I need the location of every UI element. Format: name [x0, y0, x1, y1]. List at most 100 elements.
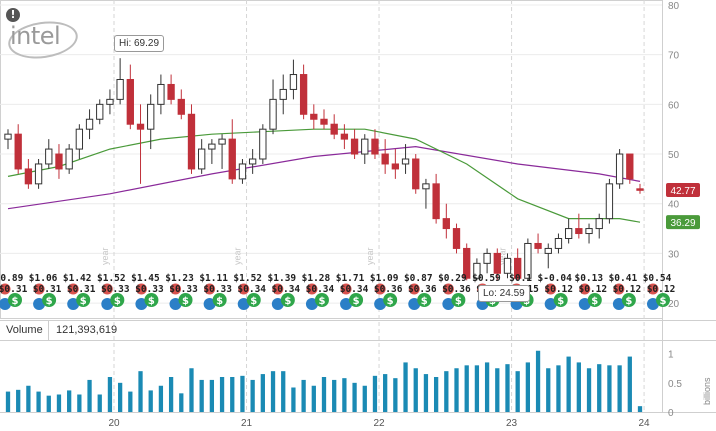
- eps-actual-label: $1.06: [29, 273, 58, 284]
- eps-estimate-label: $0.12: [578, 284, 607, 295]
- year-marker-label: year: [498, 247, 508, 265]
- dividend-glyph: $: [557, 296, 564, 307]
- candle-body: [177, 98, 185, 115]
- dividend-glyph: $: [387, 296, 394, 307]
- x-tick-label: 20: [108, 418, 120, 429]
- eps-estimate-label: $0.12: [544, 284, 573, 295]
- earnings-icon: [442, 283, 454, 295]
- eps-actual-label: $1.28: [302, 273, 331, 284]
- dividend-icon: [417, 293, 432, 307]
- volume-bar: [117, 382, 123, 412]
- volume-bar: [5, 391, 11, 412]
- warning-icon[interactable]: !: [6, 8, 20, 22]
- y-tick-label: 70: [668, 51, 680, 62]
- candle-body: [289, 74, 298, 90]
- eps-estimate-label: $0.31: [67, 284, 96, 295]
- y-tick-label: 50: [668, 150, 680, 161]
- split-icon: [237, 298, 250, 310]
- eps-estimate-label: $0.33: [135, 284, 164, 295]
- eps-estimate-label: $0.36: [374, 284, 403, 295]
- dividend-icon: [110, 293, 125, 307]
- volume-bar: [556, 365, 561, 412]
- volume-bar: [362, 385, 367, 412]
- volume-bar: [617, 365, 622, 412]
- volume-bar: [128, 391, 133, 412]
- volume-bar: [148, 390, 153, 412]
- eps-actual-label: $1.45: [131, 273, 160, 284]
- eps-actual-label: $1.11: [199, 273, 228, 284]
- dividend-icon: [280, 293, 295, 307]
- volume-bar: [260, 374, 265, 412]
- dividend-icon: [212, 293, 227, 307]
- eps-estimate-label: $0.34: [340, 284, 369, 295]
- dividend-icon: [144, 293, 159, 307]
- dividend-glyph: $: [182, 296, 189, 307]
- x-tick-label: 21: [241, 418, 253, 429]
- y-tick-label: 40: [668, 200, 680, 211]
- dividend-glyph: $: [455, 296, 462, 307]
- volume-bar: [107, 377, 113, 412]
- volume-bar: [36, 391, 41, 412]
- candle-body: [636, 188, 644, 191]
- volume-bar: [67, 390, 72, 412]
- candle-body: [452, 228, 461, 249]
- volume-bar: [158, 385, 164, 412]
- last-price-tag: [666, 182, 700, 197]
- candle-body: [381, 153, 389, 165]
- candle-body: [554, 238, 563, 249]
- split-icon: [33, 298, 46, 310]
- dividend-icon: [246, 293, 261, 307]
- eps-estimate-label: $0.36: [408, 284, 437, 295]
- earnings-icon: [647, 283, 659, 295]
- split-icon: [647, 298, 659, 310]
- dividend-glyph: $: [46, 296, 53, 307]
- earnings-icon: [374, 283, 386, 295]
- earnings-icon: [67, 283, 79, 295]
- dividend-glyph: $: [148, 296, 155, 307]
- candle-body: [350, 138, 359, 155]
- candle-body: [320, 118, 328, 125]
- candle-body: [279, 88, 287, 100]
- candle-body: [75, 128, 84, 150]
- last-price-label: 42.77: [670, 186, 695, 197]
- volume-bar: [597, 364, 602, 412]
- split-icon: [612, 298, 625, 310]
- sma-last-tag: [666, 215, 700, 230]
- eps-actual-label: $1.71: [336, 273, 365, 284]
- candle-body: [626, 153, 634, 180]
- volume-bar: [281, 371, 286, 412]
- eps-estimate-label: $0.33: [169, 284, 198, 295]
- year-marker-label: year: [233, 247, 243, 265]
- volume-bar: [484, 362, 490, 412]
- earnings-icon: [545, 283, 557, 295]
- volume-bar: [168, 377, 174, 412]
- volume-bar: [230, 377, 235, 412]
- dividend-glyph: $: [591, 296, 598, 307]
- dividend-glyph: $: [660, 296, 667, 307]
- volume-bar: [393, 378, 398, 412]
- candle-body: [544, 247, 552, 254]
- y-tick-label: 80: [668, 1, 680, 12]
- volume-bar: [179, 393, 184, 412]
- candle-body: [65, 148, 73, 170]
- volume-bar: [311, 385, 316, 412]
- volume-bar: [627, 356, 632, 412]
- dividend-icon: [451, 293, 466, 307]
- earnings-icon: [170, 283, 182, 295]
- dividend-glyph: $: [318, 296, 325, 307]
- candle-body: [412, 158, 420, 190]
- candle-body: [187, 113, 196, 170]
- eps-actual-label: $1.52: [233, 273, 262, 284]
- candle-body: [106, 98, 114, 105]
- volume-bar: [566, 356, 571, 412]
- volume-bar: [240, 375, 245, 412]
- volume-bar: [291, 387, 296, 412]
- volume-bar: [87, 379, 92, 412]
- candle-body: [34, 163, 43, 185]
- split-icon: [544, 298, 557, 310]
- eps-estimate-label: $0.31: [33, 284, 62, 295]
- volume-bar: [189, 368, 194, 412]
- candle-body: [524, 242, 532, 279]
- year-marker-label: year: [100, 247, 110, 265]
